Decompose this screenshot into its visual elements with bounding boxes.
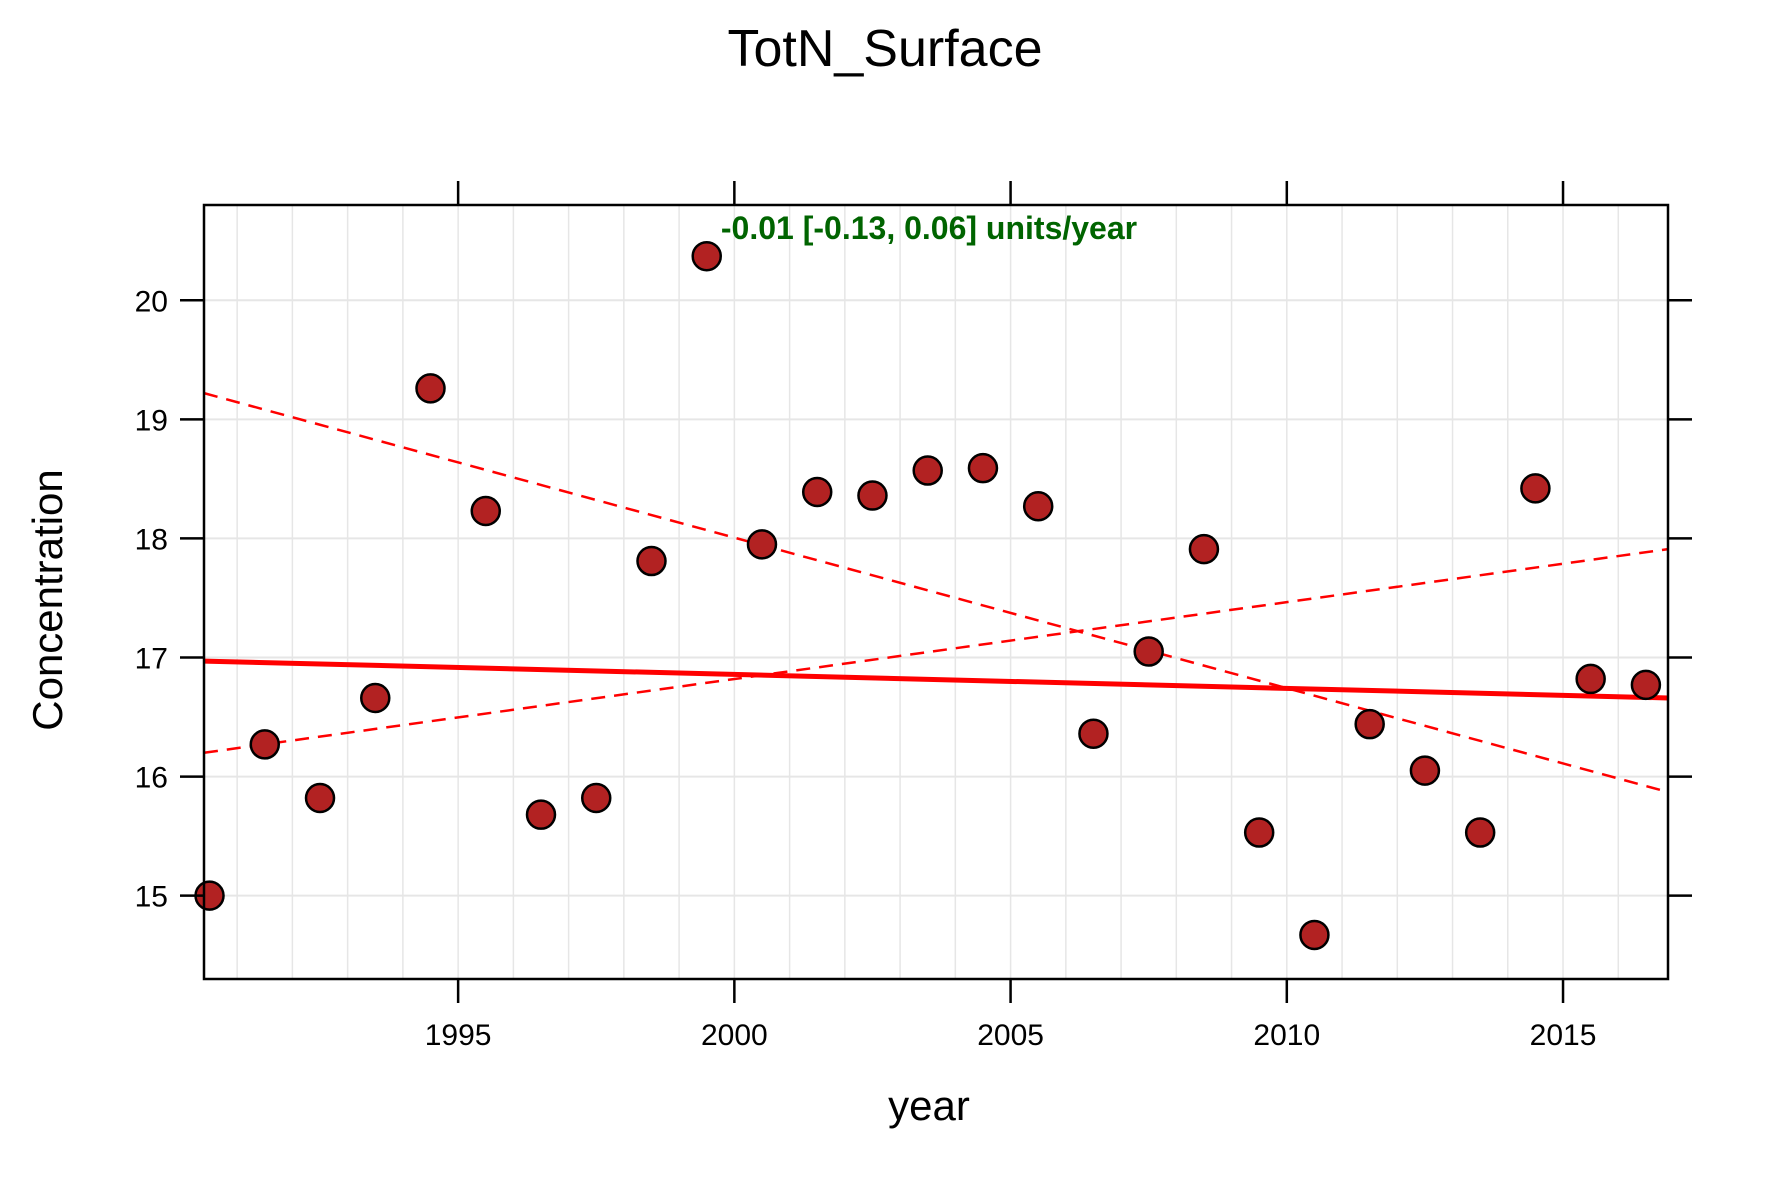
trend-line xyxy=(203,658,1669,701)
x-tick-label: 2010 xyxy=(1253,1019,1320,1052)
y-tick-label: 16 xyxy=(135,762,168,795)
confidence-line xyxy=(203,547,1669,754)
x-axis: 1995 2000 2005 2010 2015 xyxy=(425,181,1597,1052)
y-tick-label: 20 xyxy=(135,285,168,318)
data-point xyxy=(691,240,722,272)
x-tick-label: 2015 xyxy=(1530,1019,1597,1052)
y-axis-title: Concentration xyxy=(24,469,71,731)
data-point xyxy=(1575,663,1606,695)
data-point xyxy=(415,373,446,404)
data-point xyxy=(912,455,943,486)
data-point xyxy=(1520,473,1551,504)
grid xyxy=(204,205,1668,979)
data-point xyxy=(857,480,888,511)
y-tick-label: 17 xyxy=(135,642,168,675)
trend-line-group xyxy=(203,658,1669,701)
data-point xyxy=(304,782,336,814)
data-points xyxy=(194,240,1662,951)
data-point xyxy=(1299,919,1330,951)
data-point xyxy=(360,682,391,714)
data-point xyxy=(525,799,557,830)
y-axis: 15 16 17 18 19 20 xyxy=(135,285,1692,914)
x-tick-label: 1995 xyxy=(425,1019,492,1052)
x-axis-title: year xyxy=(888,1082,970,1129)
data-point xyxy=(1464,817,1496,848)
plot-frame xyxy=(202,203,1670,981)
confidence-line xyxy=(203,391,1669,794)
data-point xyxy=(1409,755,1441,786)
data-point xyxy=(1188,533,1220,565)
y-tick-label: 15 xyxy=(135,881,168,914)
data-point xyxy=(580,782,612,814)
x-tick-label: 2000 xyxy=(701,1019,768,1052)
data-point xyxy=(801,476,833,508)
trend-annotation: -0.01 [-0.13, 0.06] units/year xyxy=(721,210,1137,246)
data-point xyxy=(1354,708,1385,740)
confidence-lines xyxy=(203,391,1669,794)
data-point xyxy=(967,452,999,484)
data-point xyxy=(1022,491,1054,522)
data-point xyxy=(1133,636,1164,667)
data-point xyxy=(746,529,778,560)
data-point xyxy=(1078,718,1109,749)
y-tick-label: 18 xyxy=(135,523,168,556)
y-tick-label: 19 xyxy=(135,404,168,437)
data-point xyxy=(470,495,502,527)
data-point xyxy=(1243,817,1275,848)
data-point xyxy=(636,545,667,577)
chart-title: TotN_Surface xyxy=(727,20,1042,78)
data-point xyxy=(249,729,281,760)
data-point xyxy=(1630,669,1662,701)
x-tick-label: 2005 xyxy=(977,1019,1044,1052)
